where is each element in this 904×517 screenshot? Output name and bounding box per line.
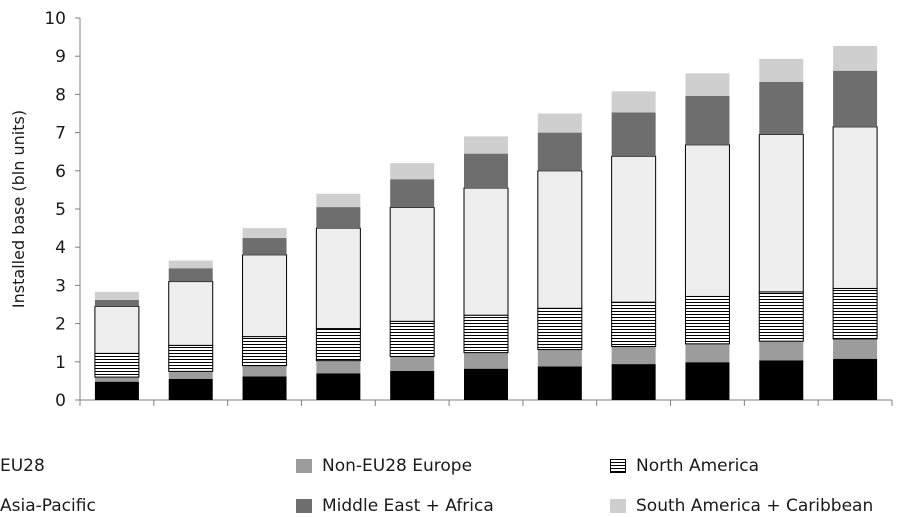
bar-segment <box>316 193 361 208</box>
y-axis-label: Installed base (bln units) <box>9 110 28 308</box>
bar-segment <box>94 381 139 400</box>
y-tick-label: 0 <box>55 391 66 411</box>
y-tick-label: 2 <box>55 315 66 335</box>
bar-segment <box>94 352 140 378</box>
bar-segment <box>684 144 730 297</box>
bar-segment <box>389 206 435 322</box>
legend-swatch-middle-east-africa <box>296 499 312 513</box>
bar-segment <box>389 320 435 357</box>
legend-label-asia-pacific: Asia-Pacific <box>0 496 96 516</box>
bar-segment <box>537 366 582 400</box>
bar-segment <box>758 134 804 293</box>
bar-segment <box>316 207 361 229</box>
bar-segment <box>537 113 582 133</box>
legend-label-eu28: EU28 <box>0 456 45 476</box>
bar-segment <box>168 344 214 372</box>
bar-segment <box>611 112 656 157</box>
y-tick-label: 10 <box>44 9 66 29</box>
bar-segment <box>242 365 287 377</box>
bar-segment <box>168 281 214 346</box>
bar-segment <box>463 314 509 354</box>
bar-segment <box>832 287 878 340</box>
legend-item-asia-pacific: Asia-Pacific <box>0 496 96 516</box>
bar-segment <box>833 358 878 400</box>
bar-segment <box>464 352 508 369</box>
bar-segment <box>168 260 213 269</box>
chart-bars <box>94 45 878 400</box>
bar-segment <box>242 228 287 239</box>
bar-segment <box>832 126 878 289</box>
bar-segment <box>242 376 287 400</box>
y-tick-label: 9 <box>55 47 66 67</box>
legend-item-north-america: North America <box>610 456 759 476</box>
bar-segment <box>316 360 361 374</box>
bar-segment <box>685 343 730 363</box>
legend-swatch-non-eu28-europe <box>296 459 312 473</box>
bar-segment <box>685 362 730 400</box>
bar-segment <box>390 356 435 371</box>
bar-segment <box>833 338 878 359</box>
bar-segment <box>464 136 508 154</box>
chart-legend: EU28 Non-EU28 Europe North America Asia-… <box>0 448 904 517</box>
bar-segment <box>464 153 508 188</box>
legend-label-middle-east-africa: Middle East + Africa <box>322 496 494 516</box>
legend-item-south-america-caribbean: South America + Caribbean <box>610 496 873 516</box>
y-tick-label: 8 <box>55 85 66 105</box>
legend-label-non-eu28-europe: Non-EU28 Europe <box>322 456 473 476</box>
bar-segment <box>833 45 878 71</box>
bar-segment <box>685 95 730 145</box>
bar-segment <box>684 295 730 345</box>
bar-segment <box>390 179 435 208</box>
bar-segment <box>463 187 509 316</box>
bar-segment <box>537 132 582 171</box>
y-tick-label: 4 <box>55 238 66 258</box>
legend-item-non-eu28-europe: Non-EU28 Europe <box>296 456 472 476</box>
bar-segment <box>611 364 656 400</box>
legend-item-middle-east-africa: Middle East + Africa <box>296 496 494 516</box>
bar-segment <box>168 371 213 379</box>
bar-segment <box>390 163 435 180</box>
bar-segment <box>315 328 361 362</box>
bar-segment <box>611 301 657 348</box>
bar-segment <box>537 349 582 367</box>
bar-segment <box>611 155 657 303</box>
bar-segment <box>315 227 361 330</box>
bar-segment <box>759 81 804 135</box>
bar-segment <box>94 305 140 354</box>
bar-segment <box>464 368 508 400</box>
stacked-bar-chart: 0 1 2 3 4 5 6 7 8 9 10 Installed base (bln units) <box>9 9 893 411</box>
bar-segment <box>168 268 213 282</box>
bar-segment <box>242 254 288 338</box>
bar-segment <box>611 346 656 365</box>
bar-segment <box>94 299 139 307</box>
y-tick-label: 5 <box>55 200 66 220</box>
y-tick-label: 6 <box>55 162 66 182</box>
bar-segment <box>833 70 878 127</box>
bar-segment <box>242 238 287 255</box>
bar-segment <box>759 341 804 361</box>
y-tick-label: 1 <box>55 353 66 373</box>
bar-segment <box>685 73 730 96</box>
bar-segment <box>537 170 583 309</box>
legend-swatch-south-america-caribbean <box>610 499 626 513</box>
legend-swatch-north-america <box>610 459 626 473</box>
bar-segment <box>758 291 804 342</box>
bar-segment <box>94 291 139 300</box>
bar-segment <box>94 377 139 382</box>
legend-item-eu28: EU28 <box>0 456 45 476</box>
bar-segment <box>611 91 656 113</box>
legend-label-north-america: North America <box>636 456 760 476</box>
y-tick-label: 3 <box>55 276 66 296</box>
bar-segment <box>759 58 804 82</box>
legend-label-south-america-caribbean: South America + Caribbean <box>636 496 874 516</box>
bar-segment <box>759 360 804 400</box>
bar-segment <box>316 373 361 400</box>
chart-axes: 0 1 2 3 4 5 6 7 8 9 10 <box>44 9 893 411</box>
bar-segment <box>242 336 288 367</box>
bar-segment <box>168 378 213 400</box>
bar-segment <box>390 370 435 400</box>
y-tick-label: 7 <box>55 124 66 144</box>
bar-segment <box>537 307 583 351</box>
